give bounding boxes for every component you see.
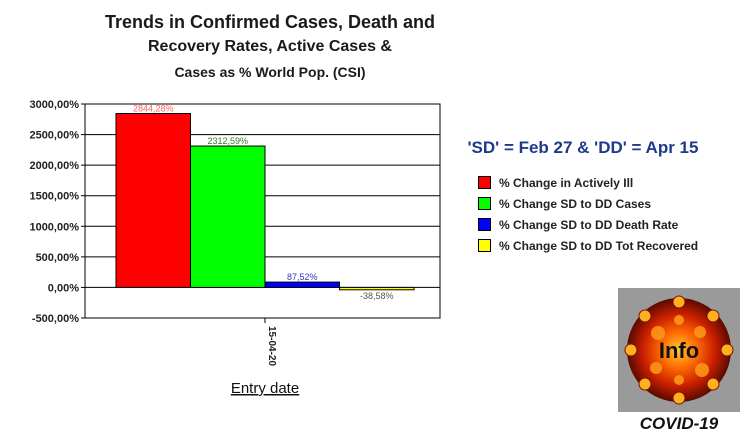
date-legend-subtitle: 'SD' = Feb 27 & 'DD' = Apr 15 (467, 138, 699, 157)
legend-item: % Change SD to DD Cases (478, 193, 698, 214)
bar (264, 281, 340, 288)
y-tick-label: 1500,00% (29, 191, 79, 203)
legend-label: % Change SD to DD Tot Recovered (499, 238, 699, 253)
chart-title-line-3: Cases as % World Pop. (CSI) (174, 64, 366, 80)
y-tick-label: 500,00% (36, 252, 80, 264)
chart-legend: % Change in Actively Ill % Change SD to D… (478, 172, 698, 256)
legend-label: % Change SD to DD Death Rate (499, 217, 679, 232)
bar (339, 286, 415, 291)
data-label: 2844,28% (133, 104, 174, 114)
y-tick-label: 2500,00% (29, 130, 79, 142)
data-label: 87,52% (287, 272, 318, 282)
y-tick-label: 0,00% (48, 282, 79, 294)
legend-item: % Change SD to DD Tot Recovered (478, 235, 698, 256)
chart-title-line-1: Trends in Confirmed Cases, Death and (104, 12, 436, 32)
legend-swatch (478, 197, 491, 210)
y-tick-label: -500,00% (32, 313, 79, 325)
covid-info-logo: Info (618, 288, 740, 412)
legend-label: % Change SD to DD Cases (499, 196, 652, 211)
y-tick-label: 1000,00% (29, 221, 79, 233)
x-tick-label: 15-04-20 (266, 326, 277, 366)
legend-swatch (478, 176, 491, 189)
legend-swatch (478, 239, 491, 252)
chart-title-line-2: Recovery Rates, Active Cases & (148, 38, 392, 55)
x-axis-title: Entry date (231, 380, 299, 397)
legend-item: % Change SD to DD Death Rate (478, 214, 698, 235)
data-label: 2312,59% (207, 136, 248, 146)
y-tick-label: 2000,00% (29, 160, 79, 172)
bar (115, 113, 191, 288)
logo-caption: COVID-19 (639, 414, 719, 433)
legend-swatch (478, 218, 491, 231)
legend-item: % Change in Actively Ill (478, 172, 698, 193)
data-label: -38,58% (360, 291, 394, 301)
legend-label: % Change in Actively Ill (499, 175, 634, 190)
y-tick-label: 3000,00% (29, 99, 79, 111)
bar (190, 145, 266, 288)
logo-text: Info (659, 338, 699, 363)
